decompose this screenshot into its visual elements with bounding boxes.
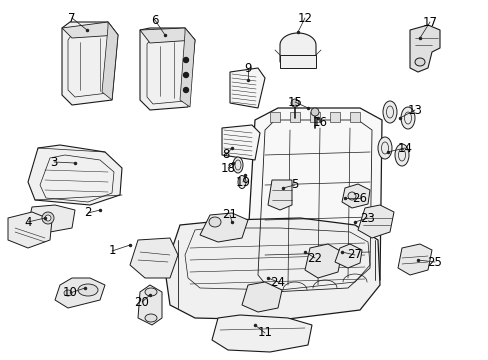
Polygon shape — [269, 112, 280, 122]
Circle shape — [183, 58, 188, 63]
Polygon shape — [62, 22, 118, 38]
Text: 5: 5 — [291, 179, 298, 192]
Circle shape — [290, 99, 298, 107]
Ellipse shape — [238, 175, 245, 189]
Polygon shape — [289, 112, 299, 122]
Polygon shape — [222, 125, 260, 160]
Polygon shape — [8, 212, 52, 248]
Polygon shape — [164, 218, 379, 320]
Polygon shape — [280, 55, 315, 68]
Text: 20: 20 — [134, 296, 149, 309]
Text: 6: 6 — [151, 13, 159, 27]
Polygon shape — [200, 213, 247, 242]
Circle shape — [45, 215, 51, 221]
Ellipse shape — [400, 107, 414, 129]
Text: 22: 22 — [307, 252, 322, 265]
Polygon shape — [140, 28, 195, 43]
Polygon shape — [280, 33, 315, 62]
Circle shape — [183, 87, 188, 93]
Text: 10: 10 — [62, 287, 77, 300]
Text: 11: 11 — [257, 327, 272, 339]
Text: 24: 24 — [270, 275, 285, 288]
Polygon shape — [242, 282, 282, 312]
Text: 14: 14 — [397, 141, 412, 154]
Polygon shape — [229, 68, 264, 108]
Polygon shape — [309, 112, 319, 122]
Polygon shape — [28, 205, 75, 232]
Polygon shape — [349, 112, 359, 122]
Polygon shape — [55, 278, 105, 308]
Polygon shape — [305, 244, 341, 278]
Text: 19: 19 — [235, 175, 250, 189]
Polygon shape — [62, 22, 118, 105]
Polygon shape — [397, 244, 431, 275]
Polygon shape — [28, 145, 122, 205]
Ellipse shape — [394, 144, 408, 166]
Text: 27: 27 — [347, 248, 362, 261]
Polygon shape — [140, 28, 195, 110]
Text: 12: 12 — [297, 12, 312, 24]
Polygon shape — [334, 244, 361, 268]
Text: 18: 18 — [220, 162, 235, 175]
Polygon shape — [130, 238, 178, 278]
Text: 25: 25 — [427, 256, 442, 269]
Text: 2: 2 — [84, 207, 92, 220]
Text: 8: 8 — [222, 148, 229, 162]
Polygon shape — [341, 184, 369, 208]
Ellipse shape — [64, 290, 72, 296]
Text: 26: 26 — [352, 192, 367, 204]
Text: 13: 13 — [407, 104, 422, 117]
Polygon shape — [180, 28, 195, 107]
Text: 7: 7 — [68, 12, 76, 24]
Circle shape — [310, 108, 318, 116]
Polygon shape — [357, 205, 393, 238]
Ellipse shape — [377, 137, 391, 159]
Ellipse shape — [232, 157, 243, 173]
Polygon shape — [212, 315, 311, 352]
Circle shape — [42, 212, 54, 224]
Polygon shape — [244, 108, 381, 310]
Text: 9: 9 — [244, 62, 251, 75]
Ellipse shape — [145, 288, 157, 296]
Text: 15: 15 — [287, 95, 302, 108]
Ellipse shape — [414, 58, 424, 66]
Polygon shape — [267, 180, 291, 210]
Polygon shape — [138, 285, 162, 325]
Text: 21: 21 — [222, 208, 237, 221]
Polygon shape — [102, 22, 118, 100]
Ellipse shape — [208, 217, 221, 227]
Text: 3: 3 — [50, 156, 58, 168]
Text: 16: 16 — [312, 116, 327, 129]
Text: 1: 1 — [108, 244, 116, 257]
Circle shape — [347, 192, 355, 200]
Ellipse shape — [145, 314, 157, 322]
Polygon shape — [329, 112, 339, 122]
Circle shape — [183, 72, 188, 77]
Text: 23: 23 — [360, 211, 375, 225]
Text: 17: 17 — [422, 15, 437, 28]
Ellipse shape — [78, 284, 98, 296]
Text: 4: 4 — [24, 216, 32, 229]
Polygon shape — [409, 25, 439, 72]
Ellipse shape — [382, 101, 396, 123]
